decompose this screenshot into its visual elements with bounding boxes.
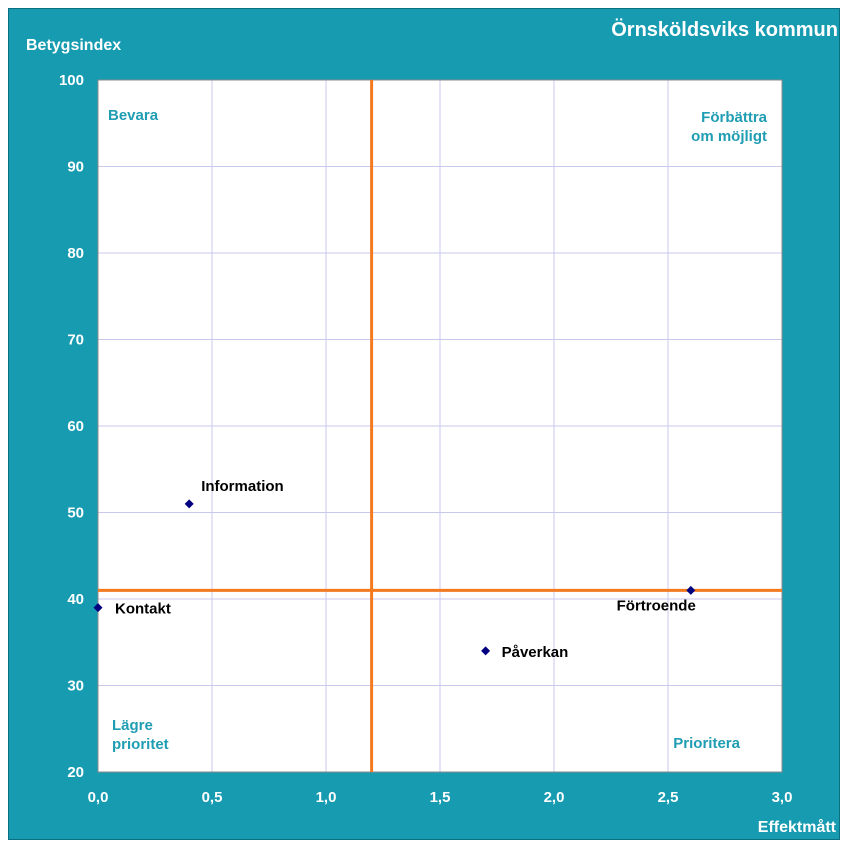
x-tick-label: 0,0 — [88, 789, 109, 806]
x-tick-label: 1,5 — [430, 789, 451, 806]
plot-border — [97, 79, 783, 773]
data-point-label: Påverkan — [502, 644, 569, 661]
data-point-marker — [686, 585, 696, 595]
data-point-marker — [184, 499, 194, 509]
y-tick-label: 70 — [67, 332, 84, 349]
x-axis-label: Effektmått — [758, 818, 837, 836]
data-point-label: Förtroende — [617, 597, 696, 614]
x-tick-label: 0,5 — [202, 789, 223, 806]
x-tick-label: 3,0 — [772, 789, 793, 806]
y-tick-label: 60 — [67, 418, 84, 435]
data-point-marker — [93, 603, 103, 613]
y-tick-label: 30 — [67, 678, 84, 695]
quadrant-label-top-left: Bevara — [108, 107, 159, 124]
reference-lines — [98, 80, 782, 772]
x-tick-label: 2,0 — [544, 789, 565, 806]
x-tick-label: 2,5 — [658, 789, 679, 806]
quadrant-label-top-right: om möjligt — [691, 128, 767, 145]
chart-title: Örnsköldsviks kommun — [611, 18, 838, 41]
y-axis-label: Betygsindex — [26, 37, 121, 54]
y-tick-label: 50 — [67, 505, 84, 522]
quadrant-label-bottom-right: Prioritera — [673, 735, 740, 752]
y-tick-label: 80 — [67, 245, 84, 262]
data-point-label: Information — [201, 478, 284, 495]
y-tick-label: 90 — [67, 159, 84, 176]
quadrant-labels: Bevara Förbättra om möjligt Lägre prioritet P… — [108, 107, 768, 753]
x-tick-label: 1,0 — [316, 789, 337, 806]
y-tick-label: 20 — [67, 764, 84, 781]
quadrant-label-bottom-left: Lägre — [112, 717, 153, 734]
y-tick-label: 40 — [67, 591, 84, 608]
quadrant-label-top-right: Förbättra — [701, 109, 767, 126]
tick-labels: 0,0 0,5 1,0 1,5 2,0 2,5 3,0 20 30 40 50 60 70 80 90 100 — [59, 72, 792, 806]
data-points: Information Kontakt Påverkan Förtroende — [93, 478, 696, 661]
data-point-label: Kontakt — [115, 601, 171, 618]
y-tick-label: 100 — [59, 72, 84, 89]
data-point-marker — [481, 646, 491, 656]
quadrant-label-bottom-left: prioritet — [112, 736, 169, 753]
